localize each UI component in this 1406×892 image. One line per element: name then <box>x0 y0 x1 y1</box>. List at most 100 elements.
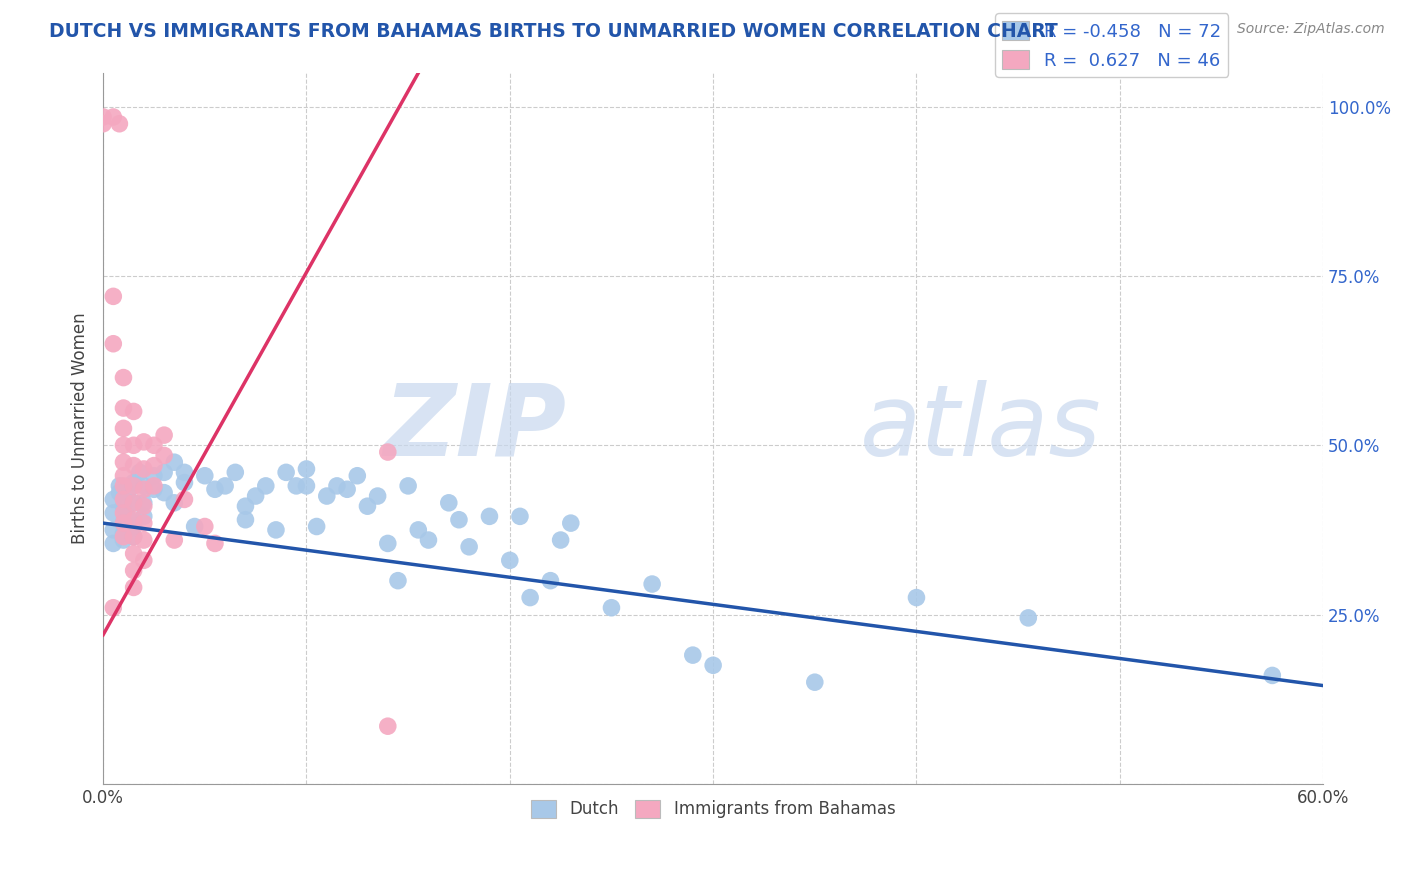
Point <box>117 485 139 500</box>
Legend: Dutch, Immigrants from Bahamas: Dutch, Immigrants from Bahamas <box>524 793 903 825</box>
Point <box>346 468 368 483</box>
Point <box>112 530 135 544</box>
Point <box>108 485 131 500</box>
Point <box>122 404 145 418</box>
Point <box>103 110 125 124</box>
Point <box>509 509 531 524</box>
Point <box>112 438 135 452</box>
Point <box>214 479 236 493</box>
Point <box>163 496 186 510</box>
Point <box>540 574 562 588</box>
Point <box>173 466 195 480</box>
Point <box>122 519 145 533</box>
Point <box>117 509 139 524</box>
Point <box>326 479 349 493</box>
Point <box>458 540 481 554</box>
Point <box>132 499 155 513</box>
Point <box>600 600 623 615</box>
Point <box>560 516 582 530</box>
Point <box>254 479 277 493</box>
Point <box>103 289 125 303</box>
Point <box>112 455 135 469</box>
Point <box>112 526 135 541</box>
Point <box>132 483 155 497</box>
Text: DUTCH VS IMMIGRANTS FROM BAHAMAS BIRTHS TO UNMARRIED WOMEN CORRELATION CHART: DUTCH VS IMMIGRANTS FROM BAHAMAS BIRTHS … <box>49 22 1057 41</box>
Point <box>91 117 114 131</box>
Point <box>153 428 176 442</box>
Point <box>112 533 135 547</box>
Point <box>103 536 125 550</box>
Point <box>235 499 257 513</box>
Point <box>143 483 166 497</box>
Point <box>112 401 135 415</box>
Point <box>122 496 145 510</box>
Point <box>103 523 125 537</box>
Point <box>132 553 155 567</box>
Point <box>132 533 155 547</box>
Point <box>336 483 359 497</box>
Point <box>103 600 125 615</box>
Point <box>682 648 704 662</box>
Point <box>122 513 145 527</box>
Point <box>224 466 246 480</box>
Point <box>1017 611 1039 625</box>
Point <box>122 547 145 561</box>
Point <box>356 499 378 513</box>
Point <box>264 523 287 537</box>
Point <box>103 506 125 520</box>
Point <box>91 110 114 124</box>
Point <box>204 483 226 497</box>
Point <box>377 445 399 459</box>
Point <box>112 468 135 483</box>
Point <box>143 468 166 483</box>
Point <box>132 479 155 493</box>
Point <box>112 421 135 435</box>
Point <box>153 449 176 463</box>
Point <box>122 496 145 510</box>
Point <box>315 489 337 503</box>
Point <box>519 591 541 605</box>
Point <box>173 475 195 490</box>
Text: ZIP: ZIP <box>384 380 567 477</box>
Point <box>122 475 145 490</box>
Point <box>128 466 150 480</box>
Point <box>387 574 409 588</box>
Point <box>367 489 389 503</box>
Point <box>295 462 318 476</box>
Point <box>499 553 522 567</box>
Point <box>132 462 155 476</box>
Point <box>173 492 195 507</box>
Point <box>112 499 135 513</box>
Point <box>804 675 827 690</box>
Point <box>702 658 724 673</box>
Point <box>183 519 205 533</box>
Point <box>108 117 131 131</box>
Point <box>305 519 328 533</box>
Point <box>641 577 664 591</box>
Text: atlas: atlas <box>859 380 1101 477</box>
Point <box>153 466 176 480</box>
Point <box>194 468 217 483</box>
Point <box>437 496 460 510</box>
Point <box>112 506 135 520</box>
Point <box>132 496 155 510</box>
Point <box>132 434 155 449</box>
Text: Source: ZipAtlas.com: Source: ZipAtlas.com <box>1237 22 1385 37</box>
Point <box>418 533 440 547</box>
Point <box>550 533 572 547</box>
Point <box>153 485 176 500</box>
Point <box>108 479 131 493</box>
Point <box>245 489 267 503</box>
Point <box>122 530 145 544</box>
Point <box>122 458 145 473</box>
Point <box>447 513 470 527</box>
Point <box>235 513 257 527</box>
Point <box>122 581 145 595</box>
Point <box>112 492 135 507</box>
Point <box>295 479 318 493</box>
Point <box>103 492 125 507</box>
Point <box>204 536 226 550</box>
Point <box>1261 668 1284 682</box>
Point <box>122 564 145 578</box>
Point <box>143 458 166 473</box>
